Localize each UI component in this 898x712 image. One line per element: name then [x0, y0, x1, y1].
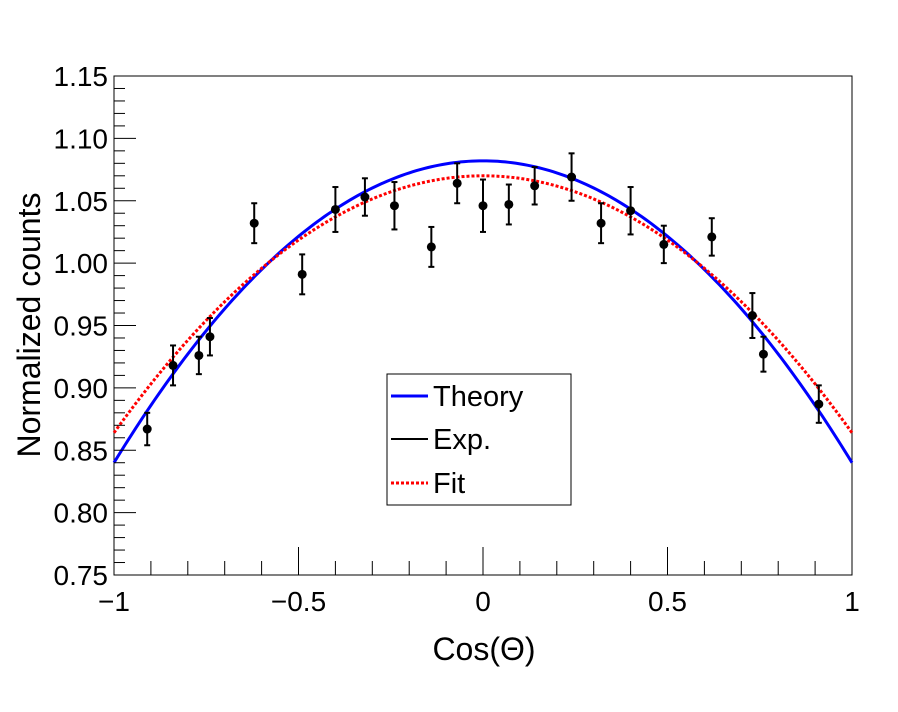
x-tick-label: 0 [475, 586, 491, 617]
x-tick-label: 1 [844, 586, 860, 617]
y-tick-label: 0.80 [54, 498, 109, 529]
data-point [530, 181, 540, 191]
y-tick-label: 0.95 [54, 311, 109, 342]
legend-theory-label: Theory [433, 381, 524, 413]
data-point [707, 232, 717, 242]
y-tick-label: 1.00 [54, 248, 109, 279]
data-point [389, 201, 399, 211]
data-point [205, 332, 215, 342]
y-tick-label: 0.90 [54, 373, 109, 404]
fit-curve [112, 174, 854, 434]
data-point [360, 192, 370, 202]
data-point [596, 218, 606, 228]
x-tick-label: −0.5 [271, 586, 326, 617]
x-tick-label: 0.5 [648, 586, 687, 617]
data-point [567, 172, 577, 182]
data-point [659, 239, 669, 249]
data-point [330, 204, 340, 214]
legend-exp-label: Exp. [433, 424, 491, 456]
y-tick-label: 0.85 [54, 435, 109, 466]
data-point [168, 360, 178, 370]
data-point [297, 269, 307, 279]
legend-fit-label: Fit [433, 468, 465, 500]
data-point [142, 424, 152, 434]
y-tick-label: 1.05 [54, 186, 109, 217]
y-tick-label: 0.75 [54, 560, 109, 591]
y-axis-label: Normalized counts [11, 193, 47, 458]
y-tick-label: 1.15 [54, 61, 109, 92]
y-tick-label: 1.10 [54, 123, 109, 154]
data-point [758, 349, 768, 359]
data-point [626, 206, 636, 216]
x-axis-label: Cos(Θ) [432, 631, 535, 667]
data-point [426, 242, 436, 252]
theory-curve [112, 159, 854, 464]
data-point [194, 350, 204, 360]
data-point [814, 399, 824, 409]
data-point [504, 199, 514, 209]
x-tick-label: −1 [98, 586, 130, 617]
data-point [478, 201, 488, 211]
data-point [452, 178, 462, 188]
data-point [249, 218, 259, 228]
data-point [747, 311, 757, 321]
legend: Theory Exp. Fit [386, 373, 572, 506]
